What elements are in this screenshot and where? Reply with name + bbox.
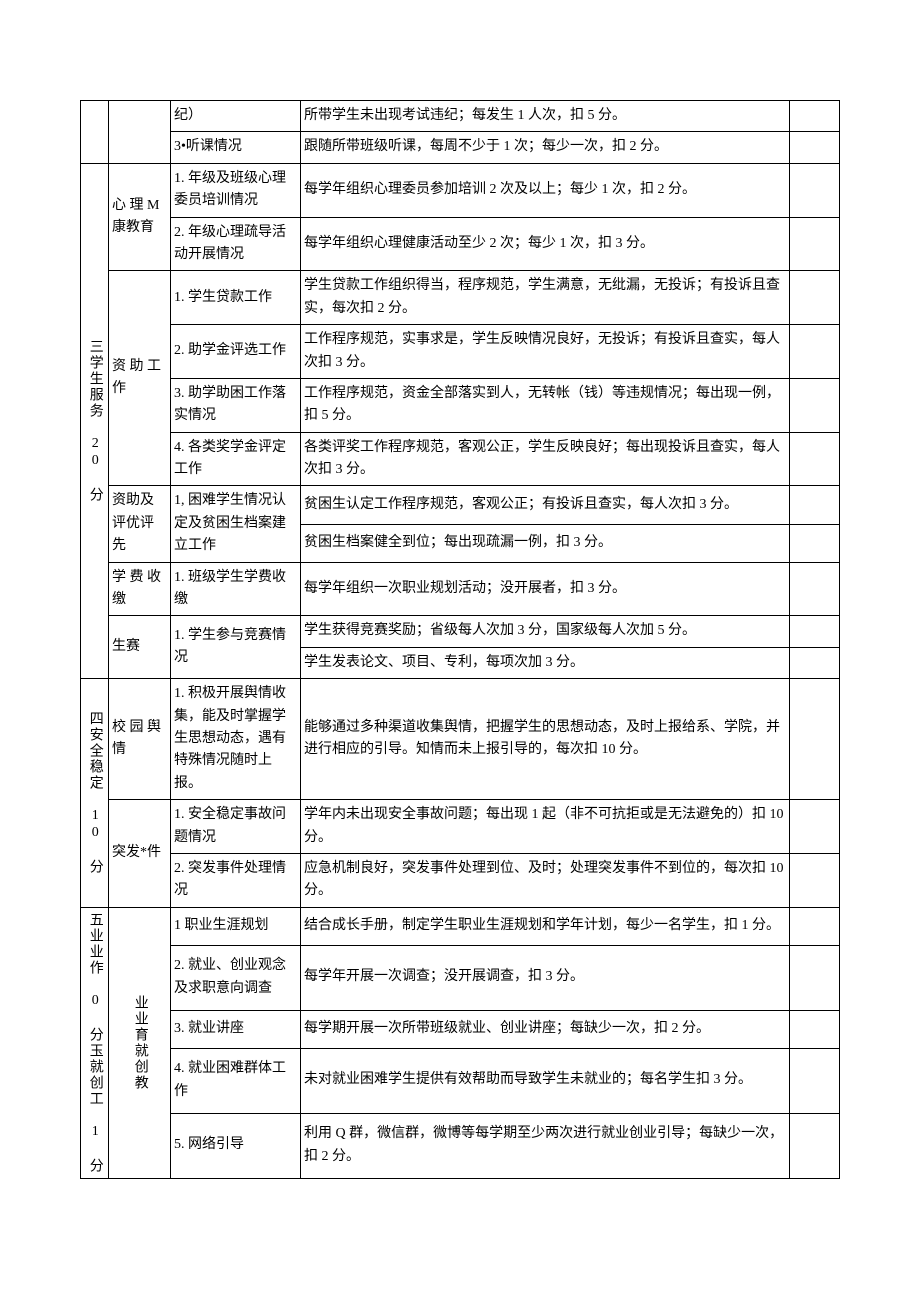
criteria-cell: 学生发表论文、项目、专利，每项次加 3 分。 <box>301 647 790 678</box>
criteria-cell: 未对就业困难学生提供有效帮助而导致学生未就业的；每名学生扣 3 分。 <box>301 1048 790 1113</box>
criteria-cell: 能够通过多种渠道收集舆情，把握学生的思想动态，及时上报给系、学院，并进行相应的引… <box>301 679 790 800</box>
criteria-cell: 工作程序规范，实事求是，学生反映情况良好，无投诉；有投诉且查实，每人次扣 3 分… <box>301 325 790 379</box>
group-employment-edu: 业业育就创教 <box>109 907 171 1178</box>
section-4-header: 四安全稳定 10 分 <box>81 679 109 908</box>
item-cell: 2. 助学金评选工作 <box>171 325 301 379</box>
criteria-cell: 每学年组织心理健康活动至少 2 次；每少 1 次，扣 3 分。 <box>301 217 790 271</box>
score-cell <box>790 647 840 678</box>
score-cell <box>790 271 840 325</box>
criteria-cell: 结合成长手册，制定学生职业生涯规划和学年计划，每少一名学生，扣 1 分。 <box>301 907 790 945</box>
score-cell <box>790 486 840 524</box>
group-campus-opinion: 校 园 舆情 <box>109 679 171 800</box>
prev-group-col <box>109 101 171 164</box>
item-cell: 1, 困难学生情况认定及贫困生档案建立工作 <box>171 486 301 562</box>
item-cell: 3. 就业讲座 <box>171 1010 301 1048</box>
item-cell: 1. 积极开展舆情收集，能及时掌握学生思想动态，遇有特殊情况随时上报。 <box>171 679 301 800</box>
score-cell <box>790 616 840 647</box>
criteria-cell: 每学期开展一次所带班级就业、创业讲座；每缺少一次，扣 2 分。 <box>301 1010 790 1048</box>
criteria-cell: 每学年开展一次调查；没开展调查，扣 3 分。 <box>301 945 790 1010</box>
score-cell <box>790 378 840 432</box>
group-tuition: 学 费 收缴 <box>109 562 171 616</box>
score-cell <box>790 853 840 907</box>
item-cell: 纪） <box>171 101 301 132</box>
evaluation-table-page: 纪） 所带学生未出现考试违纪；每发生 1 人次，扣 5 分。 3•听课情况 跟随… <box>80 100 840 1179</box>
group-aid-award: 资助及评优评先 <box>109 486 171 562</box>
criteria-cell: 利用 Q 群，微信群，微博等每学期至少两次进行就业创业引导；每缺少一次，扣 2 … <box>301 1113 790 1178</box>
criteria-cell: 每学年组织心理委员参加培训 2 次及以上；每少 1 次，扣 2 分。 <box>301 163 790 217</box>
score-cell <box>790 562 840 616</box>
evaluation-table: 纪） 所带学生未出现考试违纪；每发生 1 人次，扣 5 分。 3•听课情况 跟随… <box>80 100 840 1179</box>
score-cell <box>790 163 840 217</box>
item-cell: 4. 各类奖学金评定工作 <box>171 432 301 486</box>
score-cell <box>790 325 840 379</box>
score-cell <box>790 679 840 800</box>
item-cell: 3. 助学助困工作落实情况 <box>171 378 301 432</box>
item-cell: 2. 年级心理疏导活动开展情况 <box>171 217 301 271</box>
score-cell <box>790 1113 840 1178</box>
criteria-cell: 各类评奖工作程序规范，客观公正，学生反映良好；每出现投诉且查实，每人次扣 3 分… <box>301 432 790 486</box>
criteria-cell: 每学年组织一次职业规划活动；没开展者，扣 3 分。 <box>301 562 790 616</box>
item-cell: 2. 就业、创业观念及求职意向调查 <box>171 945 301 1010</box>
criteria-cell: 跟随所带班级听课，每周不少于 1 次；每少一次，扣 2 分。 <box>301 132 790 163</box>
group-competition: 生赛 <box>109 616 171 679</box>
score-cell <box>790 432 840 486</box>
score-cell <box>790 524 840 562</box>
score-cell <box>790 1048 840 1113</box>
score-cell <box>790 101 840 132</box>
item-cell: 5. 网络引导 <box>171 1113 301 1178</box>
item-cell: 1. 学生贷款工作 <box>171 271 301 325</box>
score-cell <box>790 945 840 1010</box>
criteria-cell: 工作程序规范，资金全部落实到人，无转帐（钱）等违规情况；每出现一例，扣 5 分。 <box>301 378 790 432</box>
section-3-header: 三学生服务 20 分 <box>81 163 109 678</box>
criteria-cell: 贫困生档案健全到位；每出现疏漏一例，扣 3 分。 <box>301 524 790 562</box>
criteria-cell: 学生贷款工作组织得当，程序规范，学生满意，无纰漏，无投诉；有投诉且查实，每次扣 … <box>301 271 790 325</box>
criteria-cell: 学年内未出现安全事故问题；每出现 1 起（非不可抗拒或是无法避免的）扣 10 分… <box>301 800 790 854</box>
prev-section-col <box>81 101 109 164</box>
group-emergency: 突发*件 <box>109 800 171 908</box>
item-cell: 3•听课情况 <box>171 132 301 163</box>
score-cell <box>790 1010 840 1048</box>
criteria-cell: 应急机制良好，突发事件处理到位、及时；处理突发事件不到位的，每次扣 10 分。 <box>301 853 790 907</box>
criteria-cell: 所带学生未出现考试违纪；每发生 1 人次，扣 5 分。 <box>301 101 790 132</box>
item-cell: 1. 安全稳定事故问题情况 <box>171 800 301 854</box>
item-cell: 1 职业生涯规划 <box>171 907 301 945</box>
item-cell: 1. 班级学生学费收缴 <box>171 562 301 616</box>
item-cell: 2. 突发事件处理情况 <box>171 853 301 907</box>
score-cell <box>790 132 840 163</box>
score-cell <box>790 907 840 945</box>
criteria-cell: 贫困生认定工作程序规范，客观公正；有投诉且查实，每人次扣 3 分。 <box>301 486 790 524</box>
item-cell: 1. 学生参与竞赛情况 <box>171 616 301 679</box>
score-cell <box>790 217 840 271</box>
criteria-cell: 学生获得竞赛奖励；省级每人次加 3 分，国家级每人次加 5 分。 <box>301 616 790 647</box>
section-5-header: 五业业作 0 分玉就创工 1 分 <box>81 907 109 1178</box>
score-cell <box>790 800 840 854</box>
item-cell: 4. 就业困难群体工作 <box>171 1048 301 1113</box>
group-psych-edu: 心 理 M康教育 <box>109 163 171 271</box>
group-aid-work: 资 助 工作 <box>109 271 171 486</box>
item-cell: 1. 年级及班级心理委员培训情况 <box>171 163 301 217</box>
